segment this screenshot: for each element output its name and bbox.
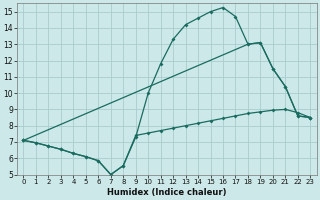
X-axis label: Humidex (Indice chaleur): Humidex (Indice chaleur) xyxy=(107,188,227,197)
